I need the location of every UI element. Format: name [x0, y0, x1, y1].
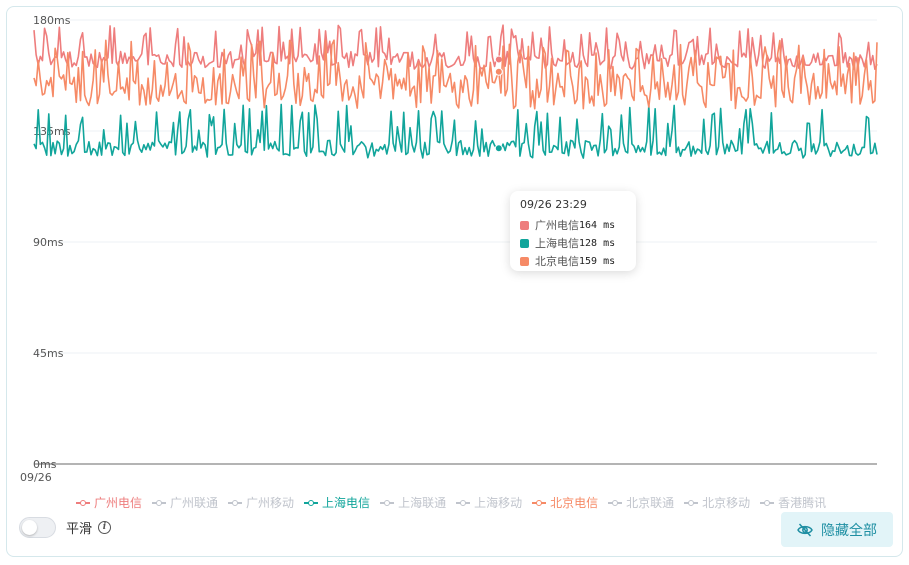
- active-point: [494, 55, 503, 64]
- legend-label: 广州电信: [94, 496, 143, 510]
- legend-symbol-icon: [228, 499, 243, 507]
- tooltip-value: 164 ms: [579, 219, 616, 231]
- tooltip-marker: [520, 256, 529, 266]
- legend-item[interactable]: 广州移动: [228, 494, 294, 511]
- smooth-control: 平滑 i: [19, 517, 112, 538]
- y-tick-label: 0ms: [33, 458, 57, 471]
- tooltip-series-name: 北京电信: [535, 255, 579, 268]
- hide-all-label: 隐藏全部: [821, 521, 877, 538]
- legend-item[interactable]: 上海移动: [456, 494, 522, 511]
- tooltip-value: 159 ms: [579, 255, 616, 267]
- legend-label: 上海联通: [398, 496, 447, 510]
- smooth-toggle[interactable]: [19, 517, 56, 538]
- legend-label: 广州联通: [170, 496, 219, 510]
- legend-item[interactable]: 北京移动: [684, 494, 750, 511]
- legend-item[interactable]: 上海电信: [304, 494, 370, 511]
- series-line: [33, 103, 878, 159]
- legend-label: 香港腾讯: [778, 496, 827, 510]
- series-line: [33, 39, 878, 110]
- chart-legend: 广州电信 广州联通 广州移动 上海电信 上海联通 上海移动 北京电信 北京联通 北京移动 香港腾讯: [76, 494, 826, 511]
- y-tick-label: 180ms: [33, 14, 71, 27]
- y-tick-label: 90ms: [33, 236, 64, 249]
- active-point: [494, 144, 503, 153]
- x-tick-label: 09/26: [20, 471, 52, 484]
- info-icon[interactable]: i: [98, 521, 112, 534]
- legend-symbol-icon: [608, 499, 623, 507]
- legend-label: 上海电信: [322, 496, 371, 510]
- chart-tooltip: 09/26 23:29 广州电信 164 ms 上海电信 128 ms 北京电信 159 …: [510, 191, 636, 271]
- y-tick-label: 135ms: [33, 125, 71, 138]
- legend-label: 上海移动: [474, 496, 523, 510]
- legend-symbol-icon: [304, 499, 319, 507]
- legend-symbol-icon: [152, 499, 167, 507]
- tooltip-row: 上海电信 128 ms: [520, 234, 626, 252]
- legend-item[interactable]: 上海联通: [380, 494, 446, 511]
- legend-label: 广州移动: [246, 496, 295, 510]
- legend-item[interactable]: 香港腾讯: [760, 494, 826, 511]
- legend-item[interactable]: 广州联通: [152, 494, 218, 511]
- legend-symbol-icon: [456, 499, 471, 507]
- legend-label: 北京联通: [626, 496, 675, 510]
- tooltip-marker: [520, 220, 529, 230]
- legend-label: 北京移动: [702, 496, 751, 510]
- y-tick-label: 45ms: [33, 347, 64, 360]
- tooltip-marker: [520, 238, 529, 248]
- eye-off-icon: [797, 522, 813, 537]
- legend-item[interactable]: 广州电信: [76, 494, 142, 511]
- legend-symbol-icon: [760, 499, 775, 507]
- legend-label: 北京电信: [550, 496, 599, 510]
- series-line: [33, 24, 878, 71]
- tooltip-time: 09/26 23:29: [520, 198, 587, 211]
- tooltip-row: 广州电信 164 ms: [520, 216, 626, 234]
- legend-item[interactable]: 北京联通: [608, 494, 674, 511]
- legend-symbol-icon: [684, 499, 699, 507]
- legend-symbol-icon: [76, 499, 90, 507]
- tooltip-value: 128 ms: [579, 237, 616, 249]
- legend-symbol-icon: [532, 499, 547, 507]
- tooltip-series-name: 广州电信: [535, 219, 579, 232]
- hide-all-button[interactable]: 隐藏全部: [781, 512, 893, 547]
- tooltip-series-name: 上海电信: [535, 237, 579, 250]
- legend-symbol-icon: [380, 499, 395, 507]
- legend-item[interactable]: 北京电信: [532, 494, 598, 511]
- smooth-label: 平滑: [66, 522, 93, 537]
- active-point: [494, 67, 503, 76]
- tooltip-row: 北京电信 159 ms: [520, 252, 626, 270]
